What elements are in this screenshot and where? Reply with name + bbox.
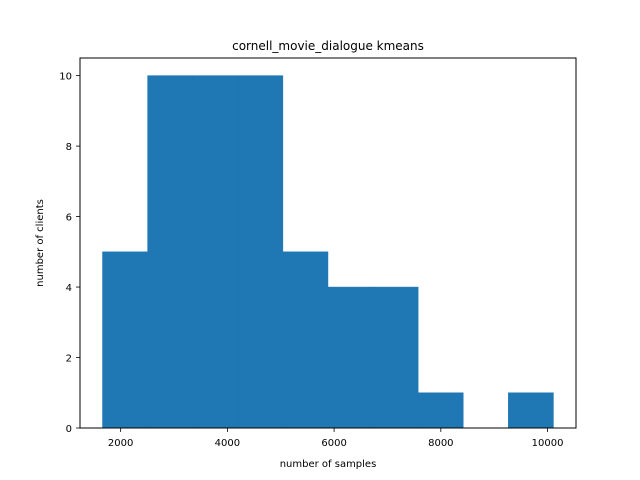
y-tick-label: 6: [66, 213, 72, 224]
histogram-bar: [237, 75, 284, 429]
histogram-bar: [508, 392, 554, 429]
x-tick-label: 8000: [428, 438, 453, 449]
y-tick-label: 0: [66, 424, 72, 435]
y-tick-label: 8: [66, 142, 72, 153]
x-axis: 2000 4000 6000 8000 10000: [108, 428, 564, 449]
x-axis-label: number of samples: [280, 459, 377, 470]
histogram-bar: [282, 251, 329, 429]
y-tick-label: 4: [66, 283, 72, 294]
histogram-bar: [192, 75, 239, 429]
x-tick-label: 6000: [321, 438, 346, 449]
plot-frame: [79, 57, 577, 429]
histogram-bar: [372, 286, 419, 429]
x-tick-label: 2000: [108, 438, 133, 449]
histogram-bar: [417, 392, 464, 429]
y-axis-label: number of clients: [35, 199, 46, 287]
chart-title: cornell_movie_dialogue kmeans: [232, 39, 424, 53]
x-tick-label: 4000: [215, 438, 240, 449]
histogram-bar: [102, 251, 148, 429]
histogram-bar: [147, 75, 193, 429]
y-axis: 0 2 4 6 8 10: [59, 72, 80, 435]
bars-group: [102, 75, 554, 429]
y-tick-label: 2: [66, 354, 72, 365]
y-tick-label: 10: [59, 72, 72, 83]
x-tick-label: 10000: [532, 438, 564, 449]
histogram-bar: [327, 286, 374, 429]
